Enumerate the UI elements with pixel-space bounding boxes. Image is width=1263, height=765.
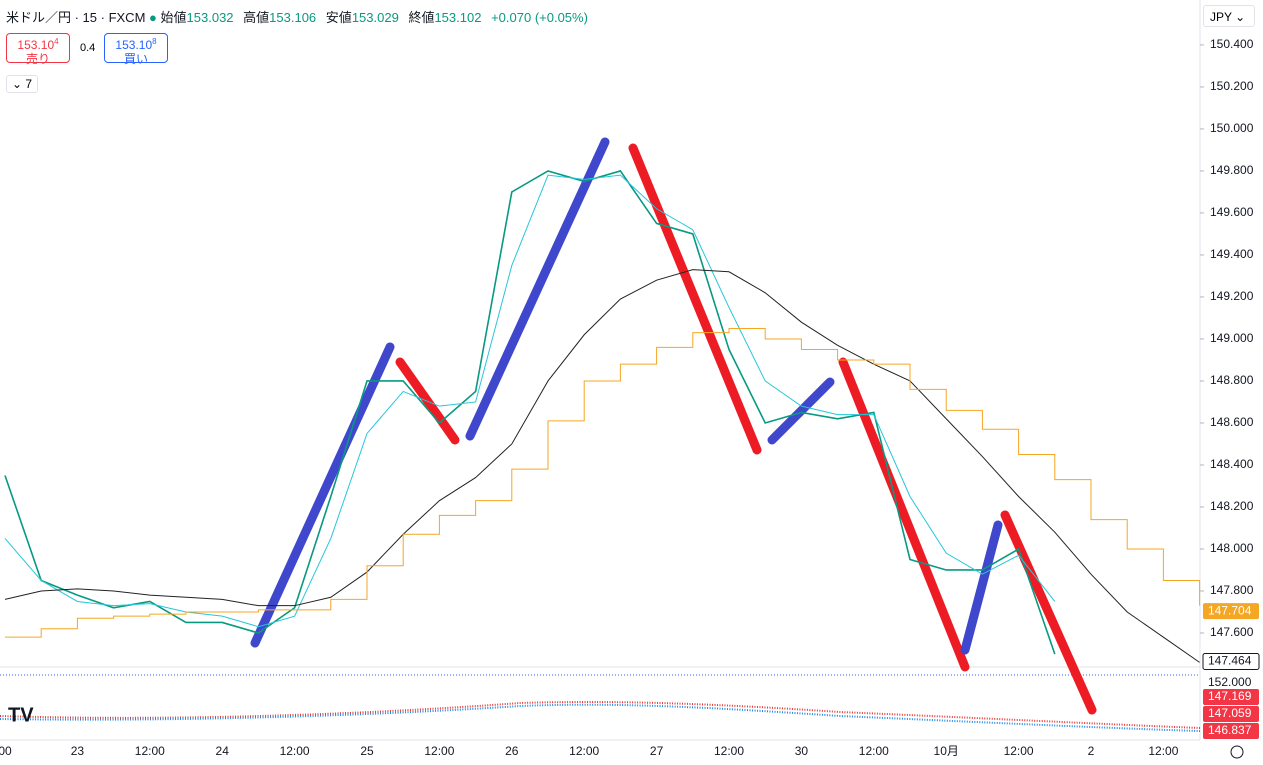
sell-price: 153.10 xyxy=(17,38,55,52)
lower-label-box xyxy=(1203,723,1259,739)
y-tick-label: 148.000 xyxy=(1210,541,1254,555)
lower-label-box xyxy=(1203,706,1259,722)
drawings xyxy=(250,137,1097,715)
ohlc-value: 153.102 xyxy=(434,10,482,25)
change: +0.070 (+0.05%) xyxy=(491,10,588,25)
series-line xyxy=(4,170,1056,655)
header: 米ドル／円 · 15 · FXCM ● 始値153.032 高値153.106 … xyxy=(6,10,588,25)
x-tick-label: 24 xyxy=(216,744,230,758)
trend-drawing xyxy=(250,342,395,648)
y-tick-label: 149.800 xyxy=(1210,163,1254,177)
trend-drawing xyxy=(1000,510,1097,715)
buy-sup: 8 xyxy=(152,37,157,46)
ohlc-label: 終値 xyxy=(408,10,435,25)
x-tick-label: 12:00 xyxy=(135,744,165,758)
currency-select[interactable]: JPY ⌄ xyxy=(1203,5,1255,27)
indicator-curve xyxy=(0,703,1201,732)
price-label-box xyxy=(1203,603,1259,620)
symbol: 米ドル／円 · 15 · FXCM xyxy=(6,10,146,25)
x-tick-label: 23 xyxy=(71,744,85,758)
trend-drawing xyxy=(465,137,610,441)
y-tick-label: 148.200 xyxy=(1210,499,1254,513)
price-label-box xyxy=(1202,653,1260,671)
y-tick-label: 149.000 xyxy=(1210,331,1254,345)
sell-sup: 4 xyxy=(54,37,59,46)
y-tick-label: 148.400 xyxy=(1210,457,1254,471)
x-tick-label: 25 xyxy=(360,744,374,758)
lower-label: 146.837 xyxy=(1208,723,1252,737)
y-tick-label: 149.400 xyxy=(1210,247,1254,261)
sell-label: 売り xyxy=(25,52,50,66)
series-line xyxy=(4,269,1200,663)
series-line xyxy=(5,327,1201,638)
indicator-curve xyxy=(0,701,1201,729)
y-tick-label: 149.200 xyxy=(1210,289,1254,303)
buy-price: 153.10 xyxy=(115,38,153,52)
x-tick-label: 12:00 xyxy=(280,744,310,758)
x-tick-label: 2 xyxy=(1088,744,1095,758)
ohlc-value: 153.032 xyxy=(186,10,234,25)
buy-label: 買い xyxy=(123,52,148,66)
x-tick-label: 12:00 xyxy=(1148,744,1178,758)
x-tick-label: 00 xyxy=(0,744,12,758)
price-label: 147.704 xyxy=(1208,603,1252,617)
series-line xyxy=(4,174,1056,628)
trend-drawing xyxy=(838,357,970,672)
trend-drawing xyxy=(628,143,762,455)
y-tick-label: 148.600 xyxy=(1210,415,1254,429)
ohlc-value: 153.029 xyxy=(351,10,399,25)
x-tick-label: 26 xyxy=(505,744,519,758)
lower-label: 147.059 xyxy=(1208,706,1252,720)
ohlc-label: 高値 xyxy=(243,10,270,25)
lower-label: 147.169 xyxy=(1208,689,1252,703)
lower-label-box xyxy=(1203,689,1259,705)
y-tick-label: 149.600 xyxy=(1210,205,1254,219)
logo: TV xyxy=(8,704,34,726)
x-tick-label: 12:00 xyxy=(859,744,889,758)
y-tick-label: 150.400 xyxy=(1210,37,1254,51)
sell-button[interactable]: 153.104 売り xyxy=(6,33,70,66)
y-tick-label: 150.000 xyxy=(1210,121,1254,135)
ohlc-value: 153.106 xyxy=(269,10,317,25)
x-tick-label: 27 xyxy=(650,744,664,758)
y-tick-label: 147.800 xyxy=(1210,583,1254,597)
x-tick-label: 30 xyxy=(795,744,809,758)
ohlc-label: 安値 xyxy=(325,10,352,25)
x-tick-label: 12:00 xyxy=(424,744,454,758)
lower-label: 152.000 xyxy=(1208,675,1252,689)
trend-drawing xyxy=(960,520,1003,655)
x-tick-label: 12:00 xyxy=(1004,744,1034,758)
x-tick-label: 10月 xyxy=(934,744,959,758)
y-tick-label: 150.200 xyxy=(1210,79,1254,93)
ohlc-label: 始値 xyxy=(160,10,187,25)
x-tick-label: 12:00 xyxy=(714,744,744,758)
y-tick-label: 147.600 xyxy=(1210,625,1254,639)
x-tick-label: 12:00 xyxy=(569,744,599,758)
indicator-count: 7 xyxy=(25,77,33,91)
settings-icon[interactable] xyxy=(1230,745,1244,759)
trend-drawing xyxy=(767,377,835,445)
y-tick-label: 148.800 xyxy=(1210,373,1254,387)
price-label: 147.464 xyxy=(1208,654,1252,668)
buy-button[interactable]: 153.108 買い xyxy=(104,33,168,66)
spread: 0.4 xyxy=(80,42,96,54)
indicator-toggle[interactable]: ⌄ 7 xyxy=(6,75,39,93)
currency: JPY xyxy=(1210,10,1232,24)
